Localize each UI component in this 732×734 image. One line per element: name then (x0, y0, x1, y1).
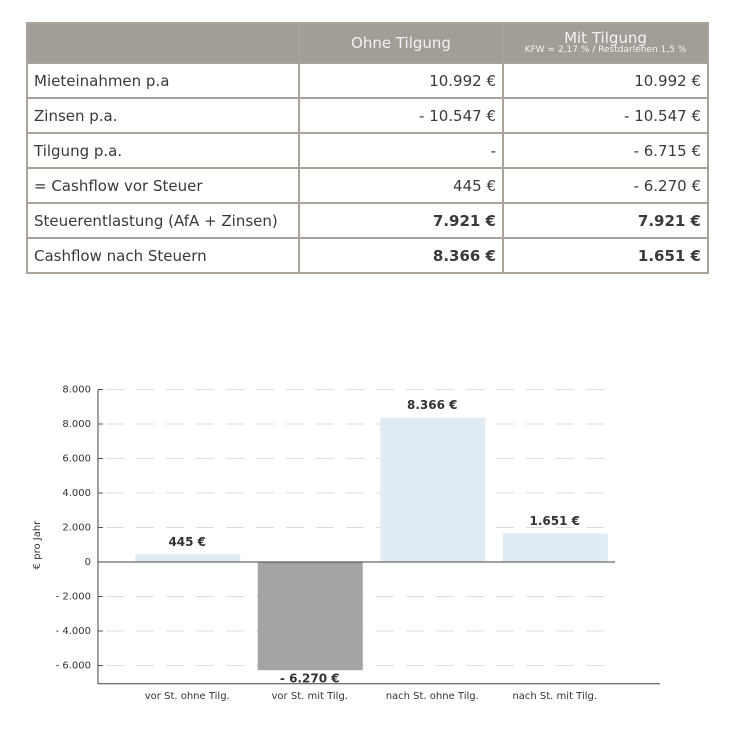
value-cell: - 10.547 € (298, 97, 504, 134)
column-title: Mit Tilgung (564, 28, 647, 47)
table-row: Steuerentlastung (AfA + Zinsen) 7.921 €7.… (26, 202, 709, 239)
label-cell: Steuerentlastung (AfA + Zinsen) (26, 202, 300, 239)
bar (502, 533, 608, 562)
value-cell: 10.992 € (502, 62, 709, 99)
value-cell: - (298, 132, 504, 169)
value-cell: 8.366 € (298, 237, 504, 274)
label-cell: = Cashflow vor Steuer (26, 167, 300, 204)
y-axis-label: € pro Jahr (32, 520, 43, 569)
value-cell: - 6.270 € (502, 167, 709, 204)
label-cell: Tilgung p.a. (26, 132, 300, 169)
y-tick-label: - 6.000 (56, 661, 91, 672)
x-tick-label: nach St. mit Tilg. (512, 691, 597, 702)
header-cell: Mit Tilgung KFW = 2,17 % / Restdarlehen 1… (502, 22, 709, 64)
label-cell: Zinsen p.a. (26, 97, 300, 134)
y-tick-label: - 4.000 (56, 626, 91, 637)
table-row: Cashflow nach Steuern 8.366 €1.651 € (26, 237, 709, 274)
x-tick-label: vor St. ohne Tilg. (145, 691, 230, 702)
column-note: KFW = 2,17 % / Restdarlehen 1,5 % (524, 45, 687, 56)
y-tick-label: 8.000 (62, 385, 91, 396)
value-label: - 6.270 € (280, 672, 340, 686)
value-label: 1.651 € (530, 514, 580, 528)
chart: € pro Jahr - 6.000 - 4.000 - 2.000 0 2.000 4.0… (32, 385, 660, 702)
bar (257, 562, 363, 671)
y-tick-label: - 2.000 (56, 592, 91, 603)
value-cell: 1.651 € (502, 237, 709, 274)
label-cell: Mieteinahmen p.a (26, 62, 300, 99)
bar (135, 554, 241, 562)
y-tick-label: 2.000 (62, 523, 91, 534)
y-tick-label: 8.000 (62, 419, 91, 430)
table-row: Zinsen p.a. - 10.547 € - 10.547 € (26, 97, 709, 134)
x-tick-label: vor St. mit Tilg. (272, 691, 348, 702)
bar (380, 417, 486, 562)
label-cell: Cashflow nach Steuern (26, 237, 300, 274)
header-row: Ohne Tilgung Mit Tilgung KFW = 2,17 % / R… (26, 22, 709, 64)
table-row: Tilgung p.a. - - 6.715 € (26, 132, 709, 169)
value-cell: 445 € (298, 167, 504, 204)
column-title: Ohne Tilgung (351, 33, 451, 52)
value-label: 8.366 € (407, 398, 457, 412)
value-cell: 7.921 € (502, 202, 709, 239)
x-tick-label: nach St. ohne Tilg. (386, 691, 479, 702)
value-cell: 10.992 € (298, 62, 504, 99)
cashflow-table: Ohne Tilgung Mit Tilgung KFW = 2,17 % / R… (26, 22, 709, 274)
value-cell: 7.921 € (298, 202, 504, 239)
y-tick-label: 4.000 (62, 488, 91, 499)
header-cell (26, 22, 300, 64)
value-cell: - 10.547 € (502, 97, 709, 134)
table-row: Mieteinahmen p.a 10.992 €10.992 € (26, 62, 709, 99)
value-label: 445 € (168, 535, 206, 549)
table-row: = Cashflow vor Steuer 445 € - 6.270 € (26, 167, 709, 204)
value-cell: - 6.715 € (502, 132, 709, 169)
header-cell: Ohne Tilgung (298, 22, 504, 64)
y-tick-label: 6.000 (62, 454, 91, 465)
y-tick-label: 0 (85, 557, 91, 568)
